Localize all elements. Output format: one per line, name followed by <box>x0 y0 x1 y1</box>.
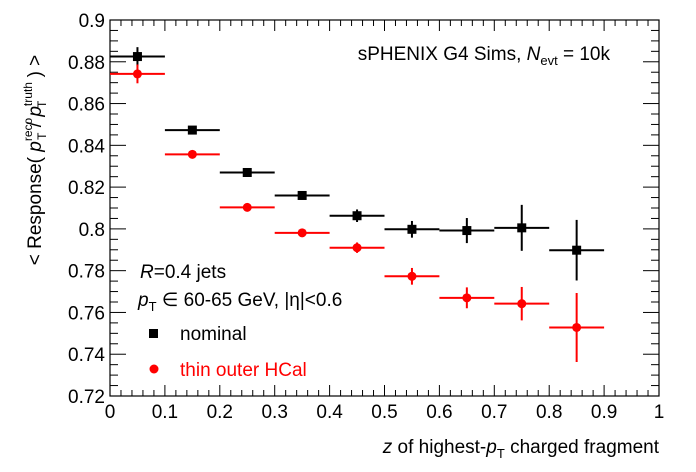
x-tick-label: 0.8 <box>536 402 562 423</box>
y-tick-label: 0.76 <box>68 303 105 324</box>
x-tick-label: 0.9 <box>591 402 617 423</box>
data-point <box>352 243 362 253</box>
x-tick-label: 1 <box>654 402 665 423</box>
x-tick-label: 0 <box>105 402 116 423</box>
data-point <box>462 293 472 303</box>
y-tick-label: 0.78 <box>68 262 105 283</box>
chart-header: sPHENIX G4 Sims, Nevt = 10k <box>358 44 611 68</box>
y-tick-label: 0.88 <box>68 53 105 74</box>
jets-annotation: R=0.4 jets <box>140 262 226 283</box>
y-axis-label: < Response( precoT / ptruthT ) > <box>21 55 49 266</box>
x-tick-label: 0.1 <box>152 402 178 423</box>
data-point <box>187 125 197 135</box>
series-thin-outer-hcal <box>110 64 605 362</box>
legend: nominal thin outer HCal <box>149 324 307 381</box>
data-point <box>517 223 527 233</box>
y-tick-label: 0.72 <box>68 387 105 408</box>
kinematics-annotation: pT ∈ 60-65 GeV, |η|<0.6 <box>137 290 342 314</box>
data-point <box>407 224 417 234</box>
x-axis: 0 0.1 0.2 0.3 0.4 0.5 0.6 0.7 0.8 0.9 1 <box>105 20 665 423</box>
series-layer <box>110 47 605 362</box>
data-point <box>572 322 582 332</box>
y-tick-label: 0.74 <box>68 345 105 366</box>
data-point <box>187 149 197 159</box>
x-axis-label: z of highest-pT charged fragment <box>382 437 660 461</box>
y-tick-label: 0.8 <box>79 220 105 241</box>
data-point <box>352 211 362 221</box>
x-tick-label: 0.2 <box>207 402 233 423</box>
data-point <box>242 167 252 177</box>
data-point <box>517 299 527 309</box>
legend-label-nominal: nominal <box>180 324 247 345</box>
y-tick-label: 0.82 <box>68 178 105 199</box>
y-tick-label: 0.9 <box>79 11 105 32</box>
data-point <box>242 202 252 212</box>
x-tick-label: 0.3 <box>261 402 287 423</box>
x-tick-label: 0.5 <box>371 402 397 423</box>
data-point <box>407 271 417 281</box>
x-tick-label: 0.7 <box>481 402 507 423</box>
data-point <box>132 69 142 79</box>
data-point <box>297 190 307 200</box>
y-tick-label: 0.86 <box>68 95 105 116</box>
legend-marker-nominal <box>149 329 158 338</box>
legend-label-thin-outer-hcal: thin outer HCal <box>180 360 307 381</box>
data-point <box>132 52 142 62</box>
y-tick-label: 0.84 <box>68 136 105 157</box>
data-point <box>572 245 582 255</box>
y-axis: 0.72 0.74 0.76 0.78 0.8 0.82 0.84 0.86 0.88 0.9 <box>68 11 659 408</box>
data-point <box>297 228 307 238</box>
data-point <box>462 226 472 236</box>
x-tick-label: 0.4 <box>316 402 343 423</box>
legend-marker-thin-outer-hcal <box>149 364 159 374</box>
series-nominal <box>110 47 605 281</box>
x-tick-label: 0.6 <box>426 402 452 423</box>
